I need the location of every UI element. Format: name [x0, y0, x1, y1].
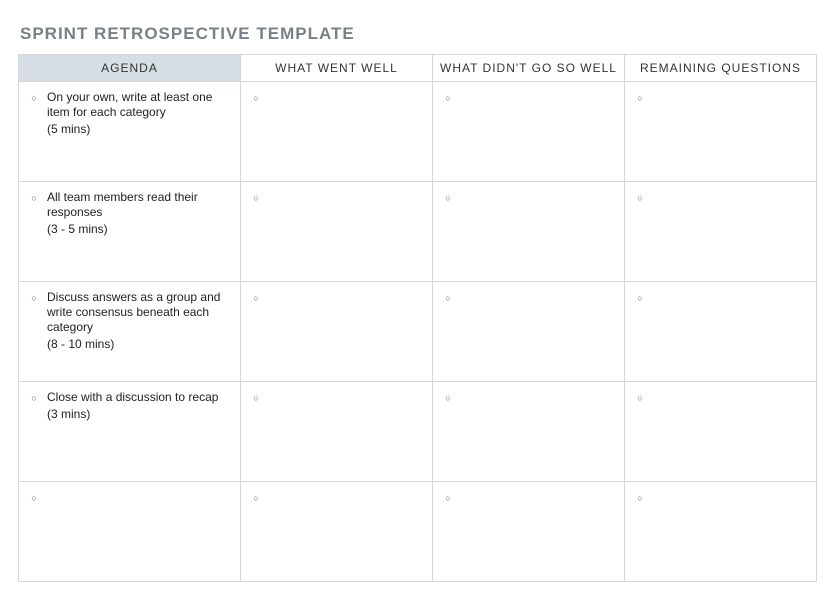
bullet-icon: ○ [443, 190, 453, 206]
col-header-not-well: WHAT DIDN'T GO SO WELL [433, 55, 625, 82]
retrospective-table: AGENDA WHAT WENT WELL WHAT DIDN'T GO SO … [18, 54, 817, 582]
table-row: ○ All team members read their responses … [19, 182, 817, 282]
col-header-went-well: WHAT WENT WELL [241, 55, 433, 82]
cell-went-well: ○ [241, 82, 433, 182]
agenda-text: All team members read their responses (3… [47, 190, 230, 237]
cell-agenda: ○ All team members read their responses … [19, 182, 241, 282]
cell-not-well: ○ [433, 382, 625, 482]
bullet-icon: ○ [443, 390, 453, 406]
cell-questions: ○ [625, 382, 817, 482]
bullet-icon: ○ [251, 490, 261, 506]
agenda-text: Discuss answers as a group and write con… [47, 290, 230, 352]
cell-questions: ○ [625, 282, 817, 382]
agenda-text [47, 490, 230, 492]
table-row: ○ Discuss answers as a group and write c… [19, 282, 817, 382]
bullet-icon: ○ [29, 90, 39, 106]
bullet-icon: ○ [443, 490, 453, 506]
cell-not-well: ○ [433, 82, 625, 182]
bullet-icon: ○ [635, 90, 645, 106]
cell-agenda: ○ Discuss answers as a group and write c… [19, 282, 241, 382]
cell-went-well: ○ [241, 382, 433, 482]
col-header-questions: REMAINING QUESTIONS [625, 55, 817, 82]
bullet-icon: ○ [635, 190, 645, 206]
bullet-icon: ○ [29, 290, 39, 306]
table-row: ○ Close with a discussion to recap (3 mi… [19, 382, 817, 482]
bullet-icon: ○ [251, 190, 261, 206]
cell-went-well: ○ [241, 182, 433, 282]
bullet-icon: ○ [251, 390, 261, 406]
bullet-icon: ○ [635, 490, 645, 506]
cell-not-well: ○ [433, 282, 625, 382]
cell-questions: ○ [625, 482, 817, 582]
cell-questions: ○ [625, 182, 817, 282]
table-header-row: AGENDA WHAT WENT WELL WHAT DIDN'T GO SO … [19, 55, 817, 82]
cell-not-well: ○ [433, 182, 625, 282]
bullet-icon: ○ [29, 490, 39, 506]
bullet-icon: ○ [29, 190, 39, 206]
bullet-icon: ○ [443, 290, 453, 306]
table-row: ○ ○ ○ [19, 482, 817, 582]
bullet-icon: ○ [443, 90, 453, 106]
cell-agenda: ○ On your own, write at least one item f… [19, 82, 241, 182]
col-header-agenda: AGENDA [19, 55, 241, 82]
cell-questions: ○ [625, 82, 817, 182]
cell-not-well: ○ [433, 482, 625, 582]
bullet-icon: ○ [635, 390, 645, 406]
agenda-text: Close with a discussion to recap (3 mins… [47, 390, 230, 422]
bullet-icon: ○ [635, 290, 645, 306]
table-row: ○ On your own, write at least one item f… [19, 82, 817, 182]
cell-agenda: ○ [19, 482, 241, 582]
bullet-icon: ○ [251, 90, 261, 106]
cell-went-well: ○ [241, 282, 433, 382]
page-title: SPRINT RETROSPECTIVE TEMPLATE [20, 24, 819, 44]
cell-went-well: ○ [241, 482, 433, 582]
bullet-icon: ○ [251, 290, 261, 306]
bullet-icon: ○ [29, 390, 39, 406]
agenda-text: On your own, write at least one item for… [47, 90, 230, 137]
cell-agenda: ○ Close with a discussion to recap (3 mi… [19, 382, 241, 482]
